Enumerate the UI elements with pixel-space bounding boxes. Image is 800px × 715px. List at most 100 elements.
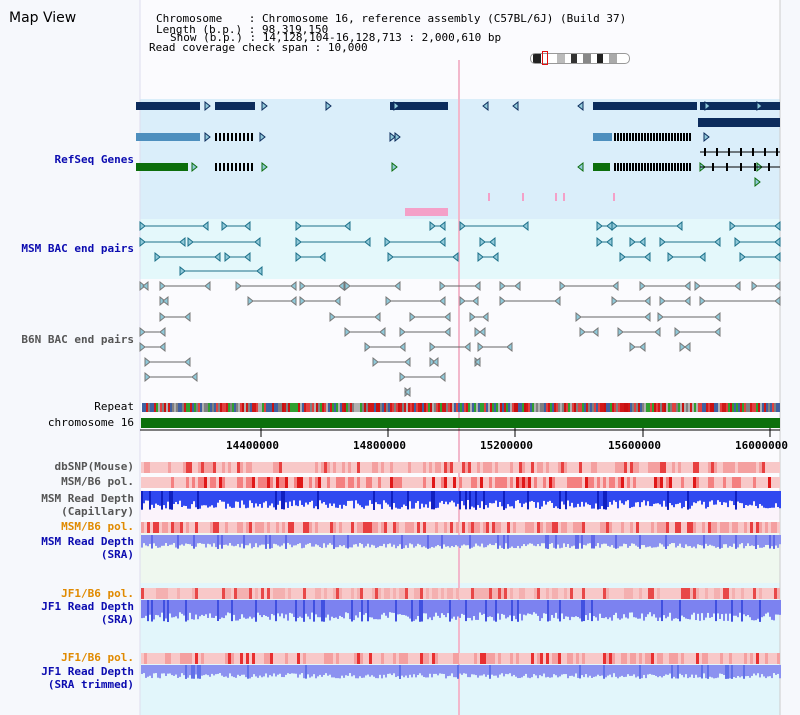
pol-cell (420, 588, 423, 599)
depth-bar (703, 535, 705, 549)
depth-bar (643, 665, 645, 675)
depth-bar (709, 535, 711, 545)
depth-bar (519, 491, 521, 504)
repeat-element (192, 403, 194, 412)
pol-cell (522, 522, 525, 533)
feature-arrow (474, 356, 481, 368)
depth-bar (603, 535, 605, 544)
pol-cell (714, 522, 717, 533)
depth-bar (147, 491, 149, 501)
depth-bar (395, 665, 397, 678)
pol-cell (744, 522, 747, 533)
pol-cell (645, 588, 648, 599)
depth-bar (595, 491, 597, 504)
pol-cell (447, 522, 450, 533)
pol-cell (630, 588, 633, 599)
depth-bar (549, 600, 551, 621)
depth-bar (621, 535, 623, 547)
depth-bar (441, 600, 443, 614)
depth-bar (539, 491, 541, 509)
depth-bar (653, 600, 655, 615)
pol-cell (408, 653, 411, 664)
pol-cell (183, 653, 186, 664)
pol-cell (417, 522, 420, 533)
track-label-jf1-depth-sra[interactable]: JF1 Read Depth (41, 600, 134, 613)
repeat-element (566, 403, 568, 412)
chromosome-ideogram[interactable] (530, 53, 630, 64)
repeat-element (248, 403, 250, 412)
depth-bar (645, 535, 647, 548)
track-label-msm-depth-sra[interactable]: MSM Read Depth (41, 535, 134, 548)
pol-cell (450, 588, 453, 599)
pol-cell (312, 588, 315, 599)
depth-bar (679, 535, 681, 544)
depth-bar (723, 535, 725, 545)
snp-cell (513, 462, 516, 473)
repeat-element (768, 403, 770, 412)
feature-arrow (639, 280, 646, 292)
depth-bar (551, 535, 553, 544)
pol-cell (771, 588, 774, 599)
depth-bar (579, 665, 581, 679)
depth-bar (431, 535, 433, 547)
repeat-element (524, 403, 526, 412)
pol-cell (684, 588, 687, 599)
depth-bar (361, 600, 363, 622)
pol-cell (189, 522, 192, 533)
depth-bar (171, 600, 173, 618)
pol-cell (426, 477, 429, 488)
repeat-element (272, 403, 274, 412)
snp-cell (192, 462, 195, 473)
pol-cell (240, 653, 243, 664)
depth-bar (675, 665, 677, 679)
depth-bar (685, 491, 687, 501)
track-label-msm-bac[interactable]: MSM BAC end pairs (21, 242, 134, 255)
depth-bar (489, 535, 491, 544)
depth-bar (723, 600, 725, 621)
depth-bar (315, 535, 317, 545)
track-label-b6n-bac[interactable]: B6N BAC end pairs (21, 333, 134, 346)
depth-bar (753, 600, 755, 621)
feature-arrow (139, 341, 146, 353)
depth-bar (371, 600, 373, 618)
repeat-element (160, 403, 162, 412)
track-label-refseq-genes[interactable]: RefSeq Genes (54, 153, 134, 166)
track-label-jf1-b6-pol-2[interactable]: JF1/B6 pol. (61, 651, 134, 664)
pol-cell (354, 477, 357, 488)
depth-bar (159, 600, 161, 618)
gene-exon (677, 133, 679, 141)
pol-cell (315, 653, 318, 664)
repeat-element (506, 403, 508, 412)
repeat-element (694, 403, 696, 412)
feature-arrow (489, 236, 496, 248)
depth-bar (469, 491, 471, 510)
pol-cell (582, 522, 585, 533)
pol-cell (273, 477, 276, 488)
gene-exon (665, 133, 667, 141)
repeat-element (568, 403, 570, 412)
feature-arrow (596, 220, 603, 232)
depth-bar (647, 665, 649, 675)
feature-arrow (259, 131, 266, 143)
pol-cell (327, 477, 330, 488)
depth-bar (189, 600, 191, 613)
gene-exon (712, 163, 714, 171)
pol-cell (303, 522, 306, 533)
depth-bar (165, 665, 167, 677)
depth-bar (675, 600, 677, 619)
gene-exon (650, 133, 652, 141)
depth-bar (415, 600, 417, 620)
depth-bar (253, 491, 255, 508)
repeat-element (288, 403, 290, 412)
depth-bar (679, 600, 681, 622)
repeat-element (482, 403, 484, 412)
track-label-jf1-b6-pol-1[interactable]: JF1/B6 pol. (61, 587, 134, 600)
track-label-dbsnp[interactable]: dbSNP(Mouse) (54, 460, 134, 473)
pol-cell (468, 588, 471, 599)
track-label-msm-b6-pol-2[interactable]: MSM/B6 pol. (61, 520, 134, 533)
pol-cell (495, 522, 498, 533)
depth-bar (733, 600, 735, 616)
track-label-jf1-depth-trimmed[interactable]: JF1 Read Depth (41, 665, 134, 678)
track-label-msm-b6-pol-1[interactable]: MSM/B6 pol. (61, 475, 134, 488)
track-label-msm-depth-capillary[interactable]: MSM Read Depth (41, 492, 134, 505)
